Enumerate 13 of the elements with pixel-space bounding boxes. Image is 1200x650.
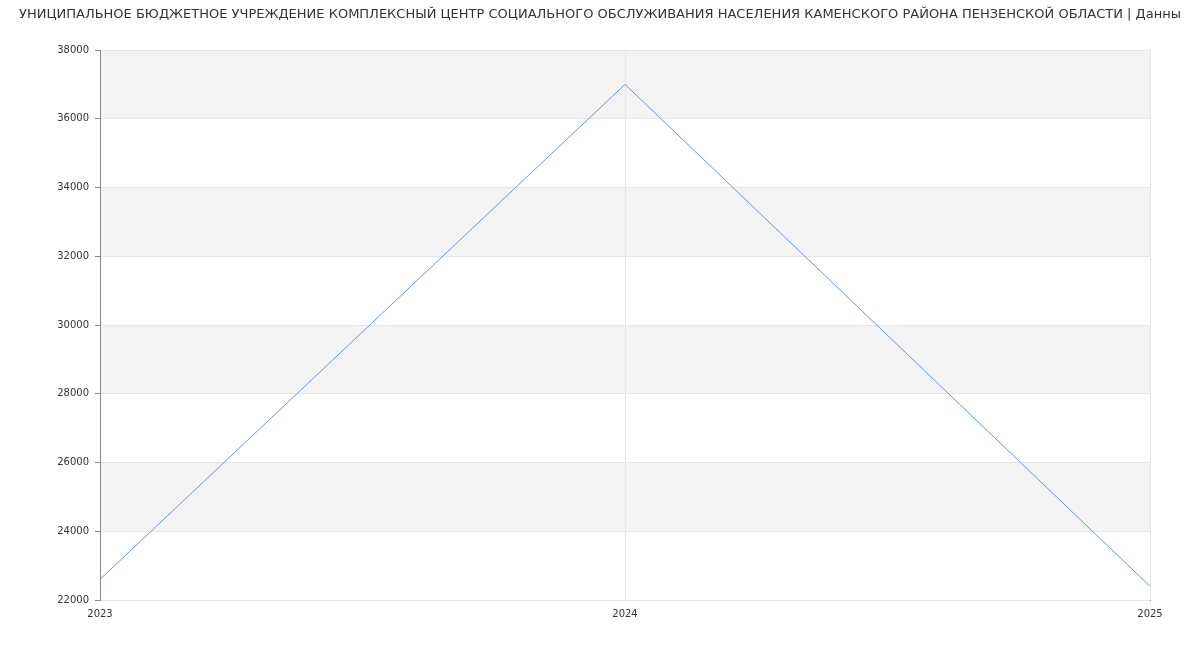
y-tick-label: 34000 [57,181,89,193]
x-tick-label: 2025 [1137,607,1163,619]
x-tick-label: 2024 [612,607,638,619]
y-tick-label: 28000 [57,387,89,399]
y-tick-label: 30000 [57,318,89,330]
chart-title: УНИЦИПАЛЬНОЕ БЮДЖЕТНОЕ УЧРЕЖДЕНИЕ КОМПЛЕКСНЫЙ ЦЕНТР СОЦИАЛЬНОГО ОБСЛУЖИВАНИЯ НАСЕЛЕНИЯ КАМЕНСКОГО РАЙОНА ПЕНЗЕНСКОЙ ОБЛАСТИ | Данны [18,5,1181,22]
y-tick-label: 36000 [57,112,89,124]
y-tick-label: 22000 [57,593,89,605]
y-tick-label: 32000 [57,249,89,261]
x-tick-label: 2023 [87,607,113,619]
y-tick-label: 38000 [57,43,89,55]
y-tick-label: 26000 [57,456,89,468]
y-tick-label: 24000 [57,524,89,536]
